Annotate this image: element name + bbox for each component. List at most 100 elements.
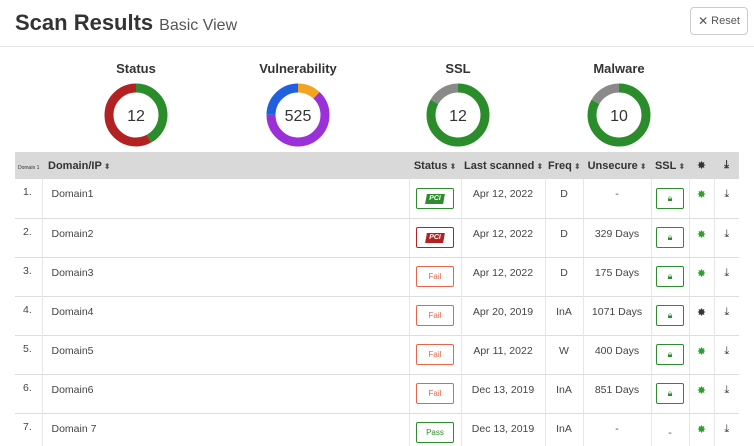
column-header-malware[interactable]: ✸ <box>689 152 714 179</box>
malware-cell: ✸ <box>688 413 714 446</box>
lock-icon: 🔒︎ <box>667 192 673 203</box>
domain-link[interactable]: Domain6 <box>41 374 409 413</box>
download-cell: ⤓ <box>713 179 739 218</box>
reset-button[interactable]: ✕ Reset <box>690 7 748 35</box>
bug-icon[interactable]: ✸ <box>696 384 707 397</box>
column-header-freq[interactable]: Freq ⬍ <box>548 159 581 172</box>
domain-link[interactable]: Domain 7 <box>41 413 409 446</box>
lock-icon: 🔒︎ <box>667 232 673 242</box>
table-header-row: Domain 1 Domain/IP ⬍ Status ⬍ Last scanned… <box>15 152 739 179</box>
status-badge[interactable]: Fail <box>416 305 454 326</box>
malware-cell: ✸ <box>688 335 714 374</box>
ssl-lock-button[interactable]: 🔒︎ <box>656 187 684 209</box>
donut-value: 10 <box>610 108 628 125</box>
domain-link[interactable]: Domain4 <box>41 296 409 335</box>
sort-icon: ⬍ <box>449 161 457 171</box>
ssl-cell: 🔒︎ <box>650 296 689 335</box>
page-header: Scan Results Basic View ✕ Reset <box>0 0 754 47</box>
status-badge[interactable]: PCI <box>416 227 454 248</box>
sort-icon: ⬍ <box>573 161 581 171</box>
ssl-lock-button[interactable]: 🔒︎ <box>656 344 684 365</box>
download-icon[interactable]: ⤓ <box>724 305 730 318</box>
status-badge[interactable]: Pass <box>416 422 454 443</box>
table-row[interactable]: 1. Domain1 PCI Apr 12, 2022 D - 🔒︎ ✸ ⤓ <box>15 179 739 218</box>
domain-link[interactable]: Domain1 <box>41 179 409 218</box>
ssl-lock-button[interactable]: 🔒︎ <box>656 227 684 248</box>
download-icon[interactable]: ⤓ <box>724 188 730 200</box>
table-row[interactable]: 7. Domain 7 Pass Dec 13, 2019 InA - - ✸ ⤓ <box>15 413 739 446</box>
status-summary[interactable]: Status 12 <box>76 60 196 152</box>
close-icon: ✕ <box>698 14 709 28</box>
malware-cell: ✸ <box>688 179 714 218</box>
malware-summary[interactable]: Malware 10 <box>559 60 679 152</box>
freq-cell: D <box>544 257 583 296</box>
freq-cell: W <box>544 335 583 374</box>
row-number: 3. <box>23 264 32 277</box>
column-header-ssl[interactable]: SSL ⬍ <box>654 159 686 172</box>
download-cell: ⤓ <box>713 335 739 374</box>
row-number: 4. <box>23 303 32 316</box>
status-cell: PCI <box>408 179 461 218</box>
table-row[interactable]: 4. Domain4 Fail Apr 20, 2019 InA 1071 Days 🔒︎ ✸… <box>15 296 739 335</box>
bug-icon[interactable]: ✸ <box>696 267 707 280</box>
table-row[interactable]: 6. Domain6 Fail Dec 13, 2019 InA 851 Days 🔒︎ ✸ ⤓ <box>15 374 739 413</box>
domain-link[interactable]: Domain2 <box>41 218 409 257</box>
sort-icon: ⬍ <box>103 161 111 171</box>
column-header-unsecure[interactable]: Unsecure ⬍ <box>587 159 647 172</box>
column-header-domain[interactable]: Domain/IP ⬍ <box>48 159 111 172</box>
download-icon[interactable]: ⤓ <box>724 266 730 279</box>
column-header-num[interactable]: Domain 1 <box>18 164 40 171</box>
column-header-status[interactable]: Status ⬍ <box>413 159 457 172</box>
download-icon[interactable]: ⤓ <box>724 383 730 396</box>
status-badge[interactable]: PCI <box>416 187 454 209</box>
table-row[interactable]: 3. Domain3 Fail Apr 12, 2022 D 175 Days 🔒︎ ✸ ⤓ <box>15 257 739 296</box>
vulnerability-summary[interactable]: Vulnerability 525 <box>238 60 358 152</box>
ssl-cell: 🔒︎ <box>650 335 689 374</box>
ssl-summary[interactable]: SSL 12 <box>398 60 518 152</box>
download-icon[interactable]: ⤓ <box>724 344 730 357</box>
last-scanned-cell: Apr 12, 2022 <box>460 179 545 218</box>
bug-icon[interactable]: ✸ <box>696 423 707 436</box>
status-summary-label: Status <box>116 61 156 76</box>
last-scanned-cell: Dec 13, 2019 <box>460 374 545 413</box>
download-icon[interactable]: ⤓ <box>724 227 730 240</box>
bug-icon[interactable]: ✸ <box>696 345 707 358</box>
domain-link[interactable]: Domain3 <box>41 257 409 296</box>
malware-cell: ✸ <box>688 218 714 257</box>
row-number: 2. <box>23 225 32 238</box>
download-icon[interactable]: ⤓ <box>724 422 730 435</box>
table-row[interactable]: 2. Domain2 PCI Apr 12, 2022 D 329 Days 🔒︎ ✸ ⤓ <box>15 218 739 257</box>
status-badge[interactable]: Fail <box>416 344 454 365</box>
column-header-last-scanned[interactable]: Last scanned ⬍ <box>464 159 544 172</box>
bug-icon[interactable]: ✸ <box>696 228 707 241</box>
malware-cell: ✸ <box>688 296 714 335</box>
ssl-cell: 🔒︎ <box>650 257 689 296</box>
status-badge[interactable]: Fail <box>416 383 454 404</box>
donut-segment <box>266 83 330 147</box>
status-badge[interactable]: Fail <box>416 266 454 287</box>
scan-results-table: Domain 1 Domain/IP ⬍ Status ⬍ Last scanned… <box>15 152 739 446</box>
bug-icon[interactable]: ✸ <box>696 189 707 201</box>
freq-cell: InA <box>544 296 583 335</box>
status-cell: Fail <box>408 257 461 296</box>
ssl-cell: - <box>650 413 689 446</box>
last-scanned-cell: Apr 11, 2022 <box>460 335 545 374</box>
unsecure-cell: 329 Days <box>582 218 651 257</box>
download-cell: ⤓ <box>713 218 739 257</box>
ssl-lock-button[interactable]: 🔒︎ <box>656 266 684 287</box>
unsecure-cell: 851 Days <box>582 374 651 413</box>
download-cell: ⤓ <box>713 413 739 446</box>
column-header-download[interactable]: ⤓ <box>714 152 739 179</box>
bug-icon[interactable]: ✸ <box>696 306 707 319</box>
ssl-lock-button[interactable]: 🔒︎ <box>656 305 684 326</box>
row-number: 7. <box>23 420 32 433</box>
donut-value: 12 <box>127 108 145 125</box>
row-number: 1. <box>23 186 32 198</box>
ssl-lock-button[interactable]: 🔒︎ <box>656 383 684 404</box>
ssl-summary-label: SSL <box>445 61 471 76</box>
domain-link[interactable]: Domain5 <box>41 335 409 374</box>
unsecure-cell: - <box>582 413 651 446</box>
lock-icon: 🔒︎ <box>667 388 673 398</box>
unsecure-cell: - <box>582 179 651 218</box>
table-row[interactable]: 5. Domain5 Fail Apr 11, 2022 W 400 Days 🔒︎ ✸ ⤓ <box>15 335 739 374</box>
